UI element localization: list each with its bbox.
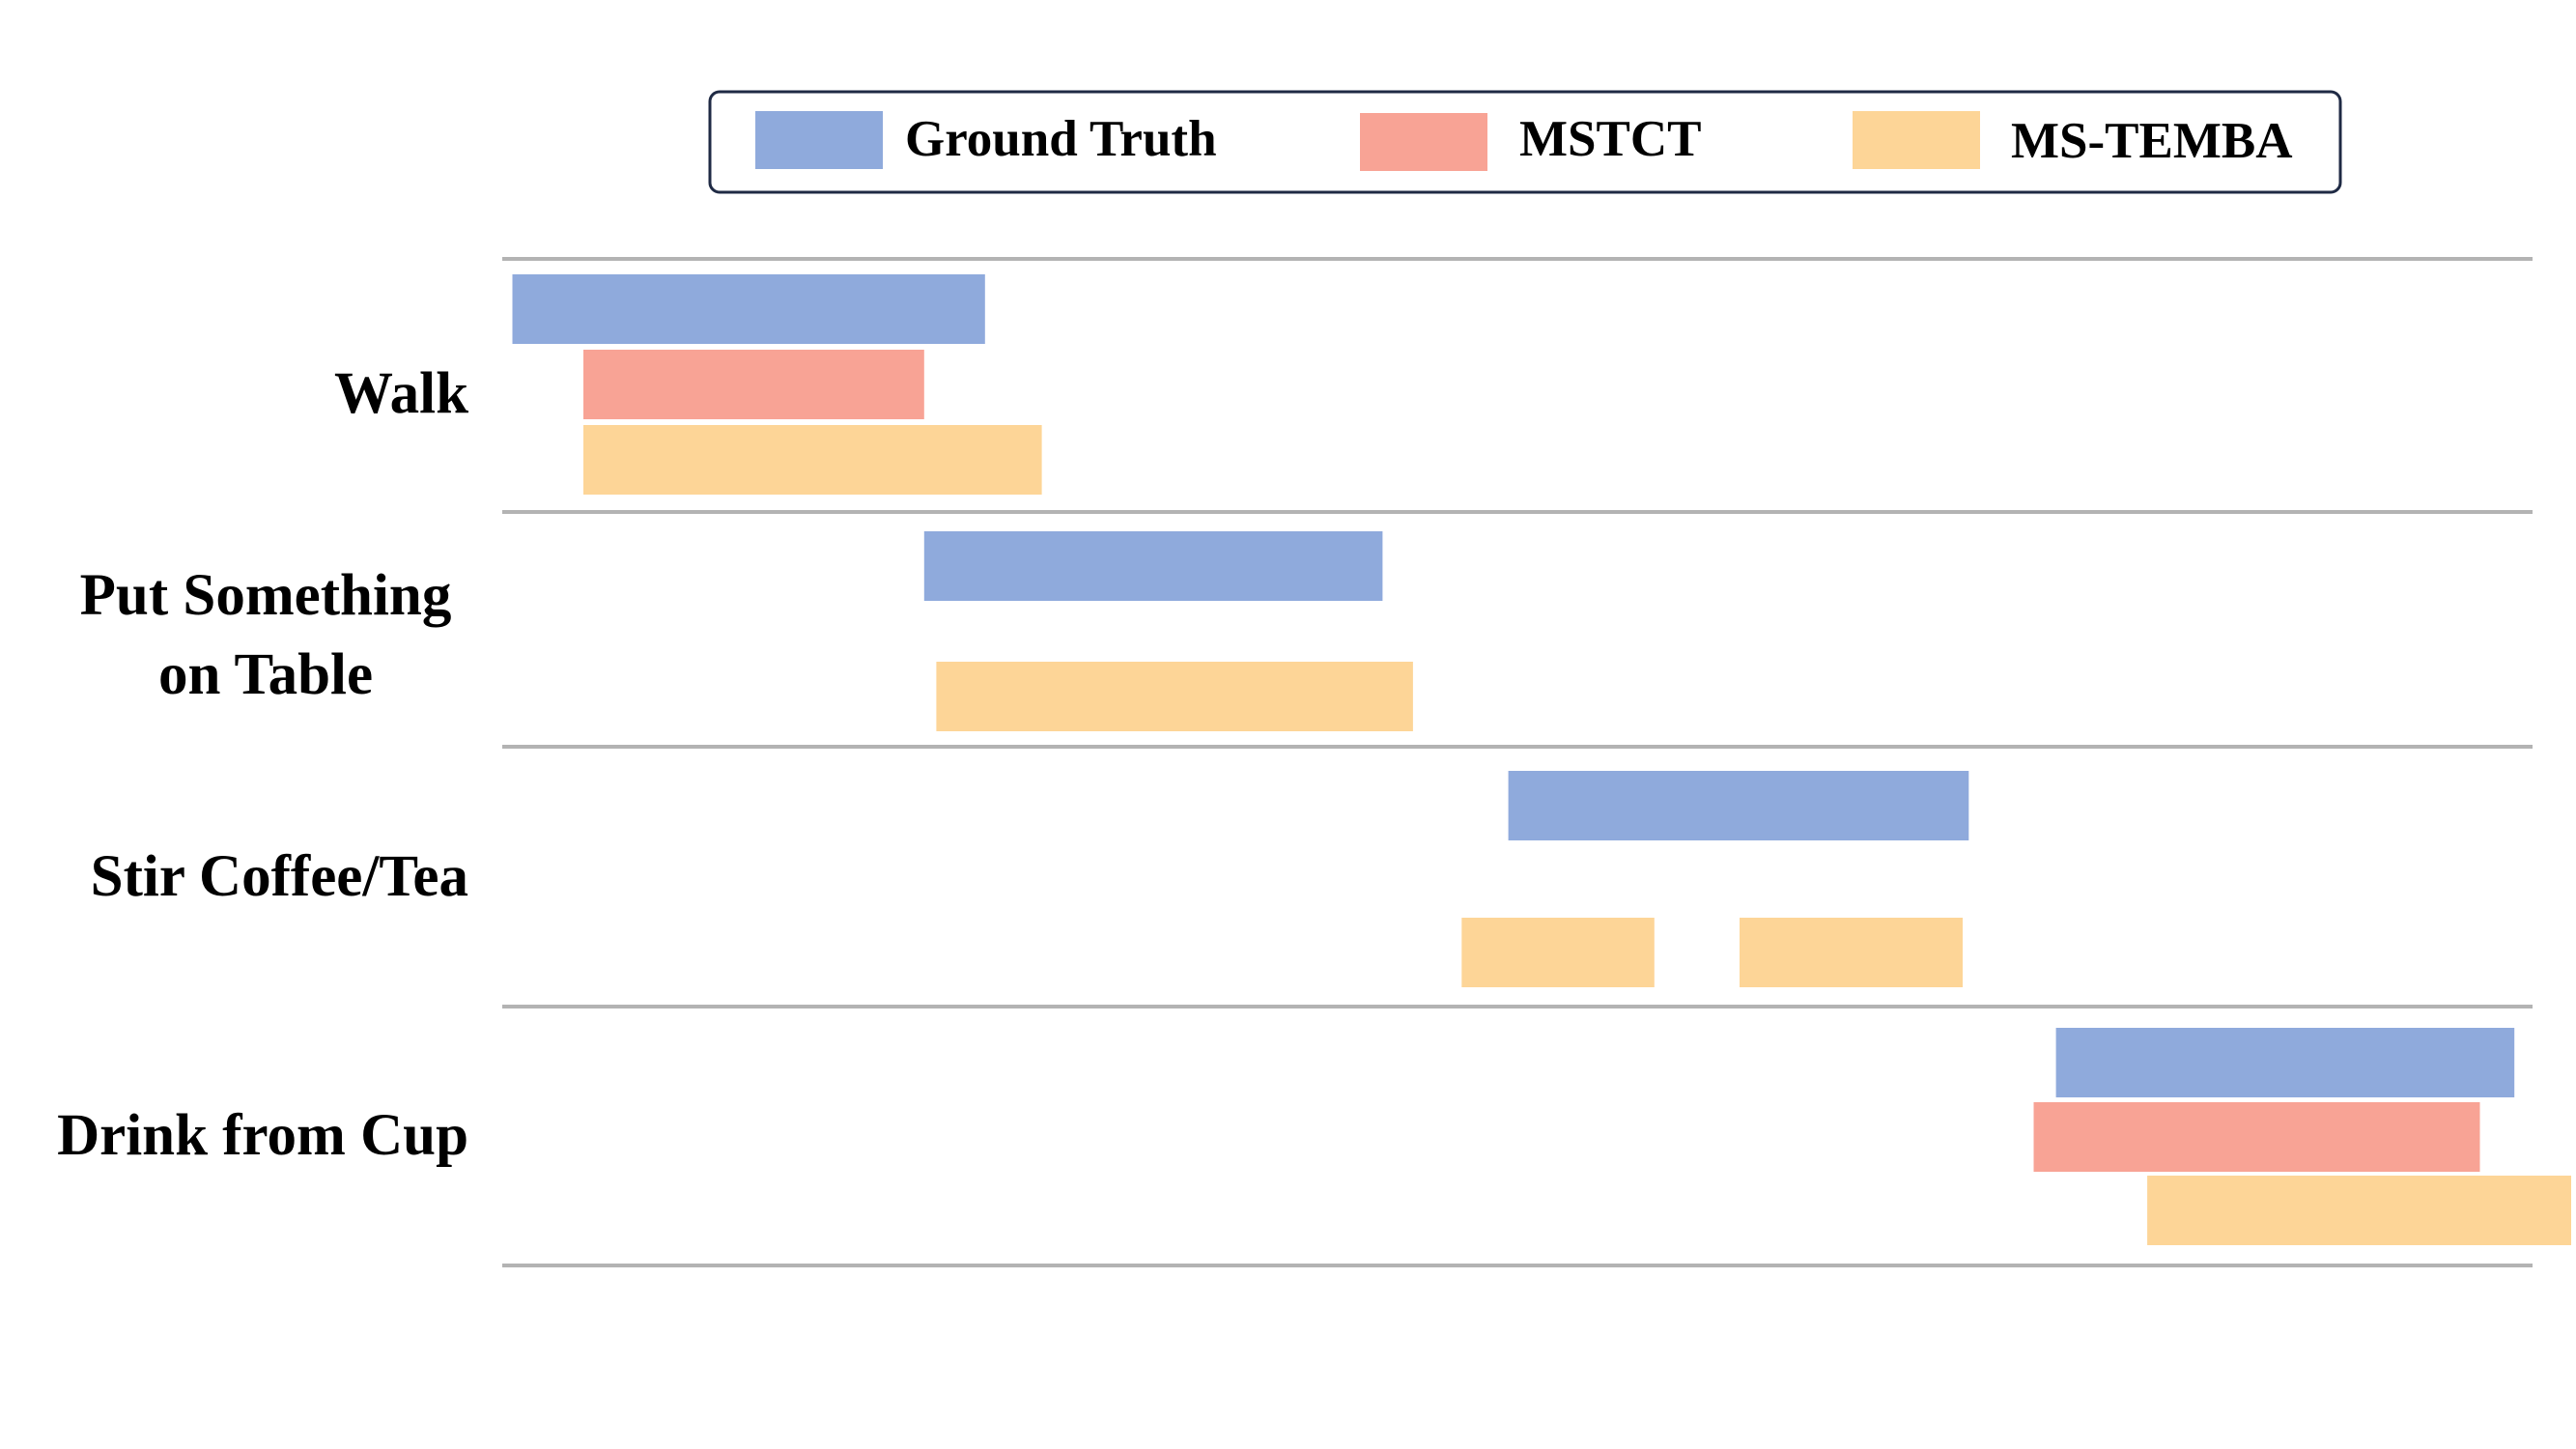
bar-ground-truth: [923, 531, 1383, 601]
bar-ms-temba: [1740, 918, 1963, 987]
category-label: Put Something: [80, 563, 452, 628]
category-label: Stir Coffee/Tea: [91, 844, 468, 909]
bar-ms-temba: [583, 425, 1042, 495]
legend-swatch-ms-temba: [1853, 111, 1980, 169]
legend: Ground Truth MSTCT MS-TEMBA: [708, 90, 2342, 194]
bar-ms-temba: [2147, 1176, 2571, 1245]
category-labels: Walk Put Something on Table Stir Coffee/Tea…: [57, 361, 468, 1168]
bars: [512, 274, 2571, 1245]
bar-ms-temba: [1461, 918, 1655, 987]
category-label: on Table: [158, 642, 373, 707]
category-label: Drink from Cup: [57, 1103, 468, 1168]
bar-ms-temba: [936, 662, 1413, 731]
bar-ground-truth: [2055, 1028, 2515, 1097]
legend-label-ms-temba: MS-TEMBA: [2011, 113, 2293, 169]
bar-ground-truth: [1508, 771, 1969, 840]
bar-ground-truth: [512, 274, 985, 344]
row-separators: [502, 257, 2533, 1267]
legend-swatch-mstct: [1360, 113, 1487, 171]
category-label: Walk: [334, 361, 468, 426]
legend-swatch-ground-truth: [755, 111, 883, 169]
bar-mstct: [583, 350, 924, 419]
legend-label-ground-truth: Ground Truth: [905, 111, 1217, 167]
legend-label-mstct: MSTCT: [1519, 111, 1701, 167]
bar-mstct: [2033, 1102, 2480, 1172]
